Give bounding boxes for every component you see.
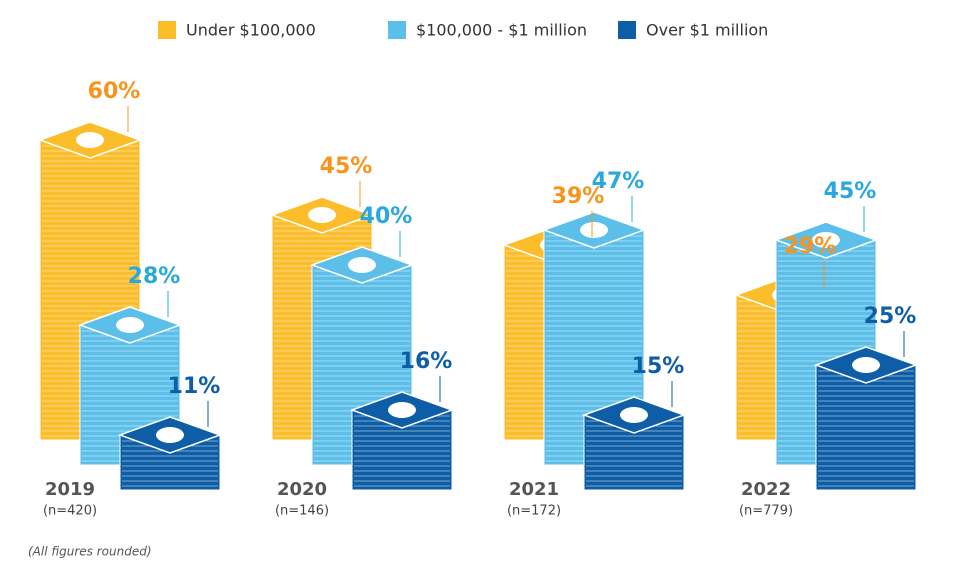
legend-label: Over $1 million: [646, 21, 768, 40]
coin-icon: [388, 402, 416, 418]
coin-icon: [620, 407, 648, 423]
stack: [117, 416, 223, 491]
footnote: (All figures rounded): [28, 545, 152, 559]
coin-icon: [812, 232, 840, 248]
value-label: 15%: [632, 354, 685, 379]
stack: [77, 306, 183, 466]
legend-swatch: [158, 21, 176, 39]
year-label: 2022: [741, 479, 791, 500]
sample-size: (n=172): [507, 504, 561, 519]
stack: [349, 391, 455, 491]
sample-size: (n=146): [275, 504, 329, 519]
value-label: 45%: [824, 179, 877, 204]
value-label: 29%: [784, 234, 837, 259]
coin-icon: [308, 207, 336, 223]
legend-label: Under $100,000: [186, 21, 316, 40]
value-label: 60%: [88, 79, 141, 104]
bar: [815, 364, 917, 491]
year-label: 2021: [509, 479, 559, 500]
legend-swatch: [618, 21, 636, 39]
value-label: 45%: [320, 154, 373, 179]
coin-icon: [348, 257, 376, 273]
value-label: 16%: [400, 349, 453, 374]
coin-icon: [580, 222, 608, 238]
value-label: 11%: [168, 374, 221, 399]
value-label: 40%: [360, 204, 413, 229]
stack: [581, 396, 687, 491]
legend-label: $100,000 - $1 million: [416, 21, 587, 40]
value-label: 25%: [864, 304, 917, 329]
legend-swatch: [388, 21, 406, 39]
coin-icon: [156, 427, 184, 443]
value-label: 39%: [552, 184, 605, 209]
coin-icon: [116, 317, 144, 333]
stack: [813, 346, 919, 491]
coin-icon: [76, 132, 104, 148]
year-label: 2020: [277, 479, 327, 500]
value-label: 28%: [128, 264, 181, 289]
sample-size: (n=420): [43, 504, 97, 519]
year-label: 2019: [45, 479, 95, 500]
value-label: 47%: [592, 169, 645, 194]
stack: [773, 221, 879, 466]
coin-icon: [852, 357, 880, 373]
sample-size: (n=779): [739, 504, 793, 519]
